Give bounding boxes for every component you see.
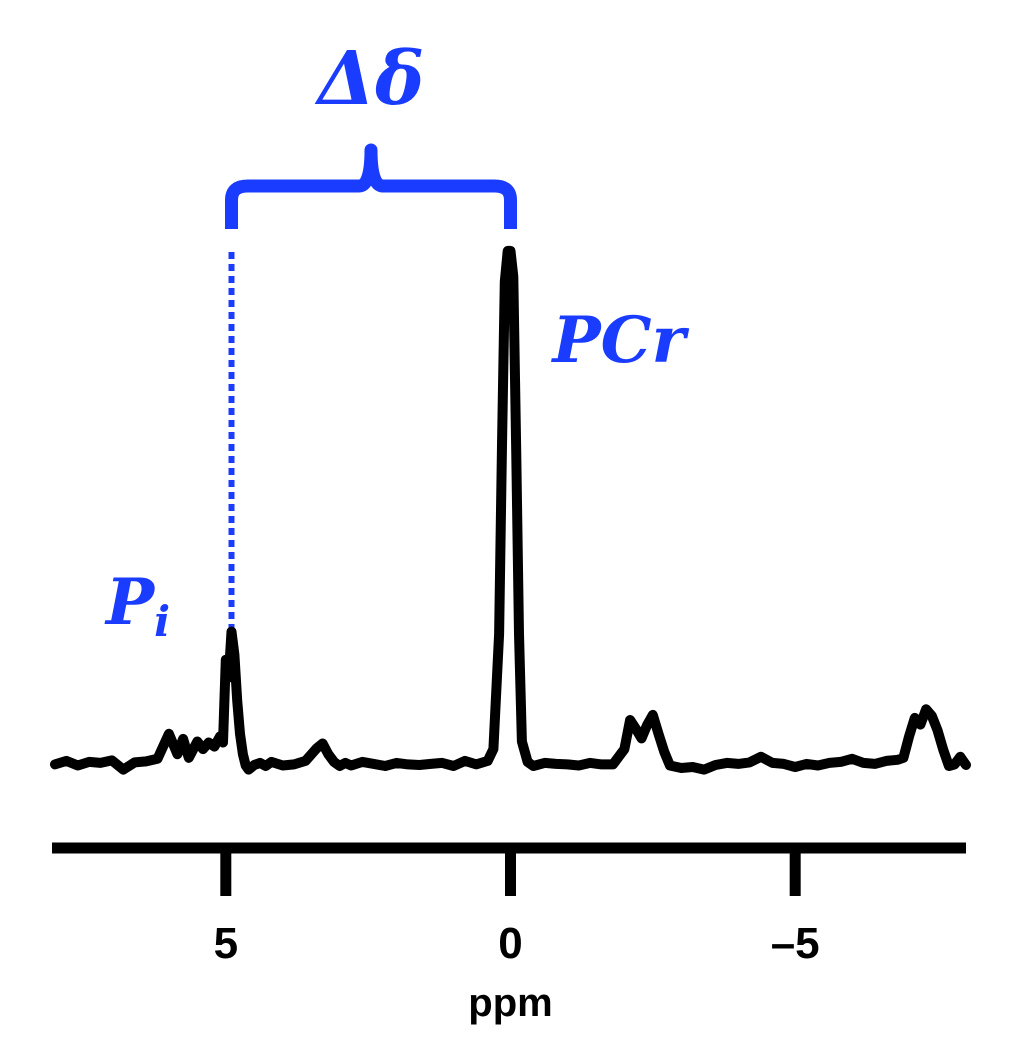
x-axis: 5 0 –5 ppm — [52, 842, 966, 1025]
pi-label-subscript: i — [154, 597, 170, 646]
spectrum-trace-line — [50, 245, 971, 775]
delta-brace — [225, 143, 517, 229]
x-axis-label: ppm — [468, 981, 552, 1025]
x-tick-label: –5 — [771, 919, 820, 968]
pi-peak-label: Pi — [104, 565, 170, 646]
x-axis-ticks: 5 0 –5 — [214, 848, 820, 968]
pi-label-main: P — [104, 565, 156, 640]
x-tick-label: 5 — [214, 919, 238, 968]
delta-delta-label: Δδ — [314, 36, 425, 122]
annotation-layer: Δδ PCr Pi — [104, 36, 690, 646]
x-tick-label: 0 — [498, 919, 522, 968]
pcr-peak-label: PCr — [551, 303, 690, 378]
